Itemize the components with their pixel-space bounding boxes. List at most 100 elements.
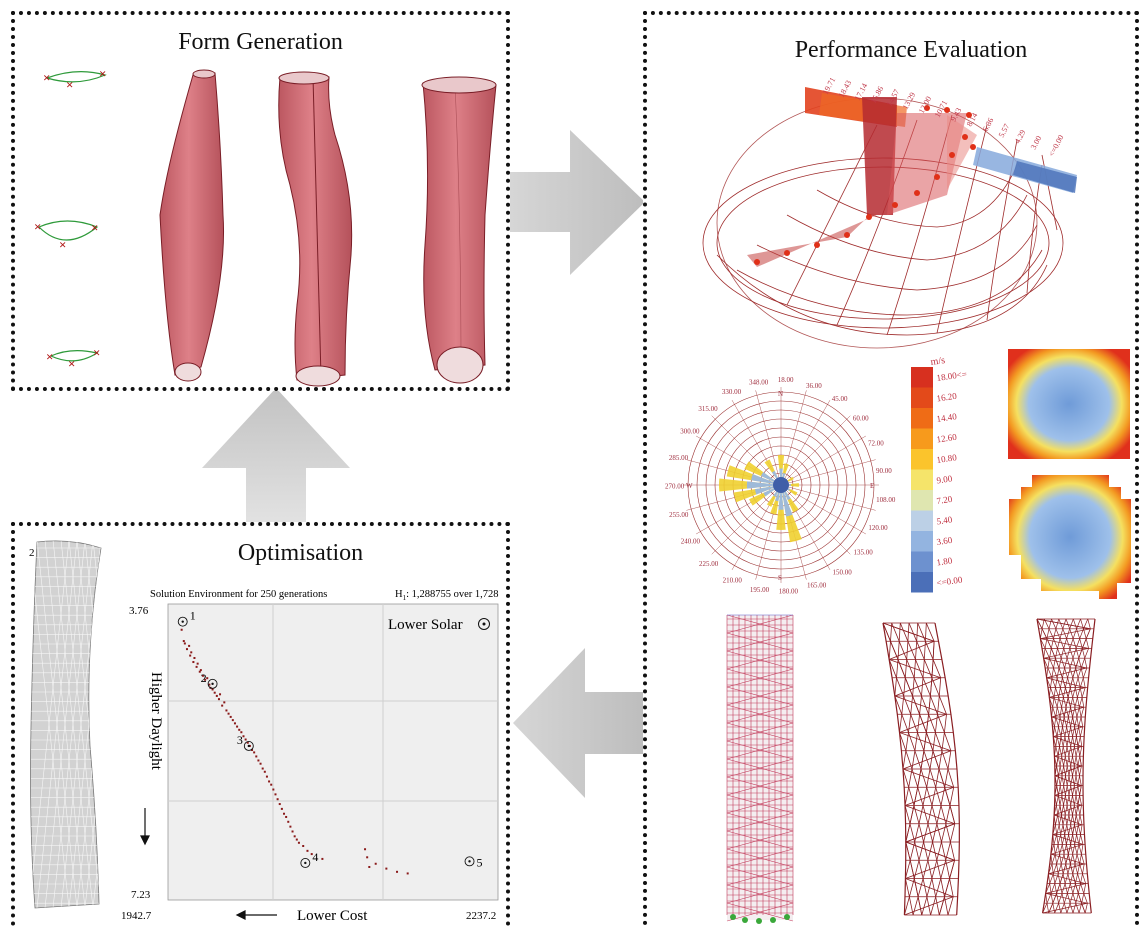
scatter-point xyxy=(221,704,224,707)
scatter-point xyxy=(244,738,247,741)
sun-label: 3.00 xyxy=(1029,134,1044,151)
legend-value: <=0.00 xyxy=(936,574,964,588)
scatter-point xyxy=(268,780,271,783)
scatter-point xyxy=(208,683,211,686)
wind-rose-angle: 255.00 xyxy=(669,511,689,519)
scatter-point xyxy=(238,728,241,731)
scatter-point xyxy=(217,698,220,701)
scatter-point xyxy=(306,849,309,852)
arrow-to-form-generation xyxy=(202,388,350,523)
wind-rose-cardinal: S xyxy=(778,574,782,582)
scatter-point xyxy=(183,642,186,645)
scatter-point xyxy=(246,741,249,744)
scatter-point xyxy=(225,709,228,712)
scatter-point xyxy=(265,775,268,778)
arrow-to-optimisation xyxy=(513,648,645,798)
arrow-to-performance xyxy=(510,130,645,275)
tower-index-label: 2 xyxy=(29,547,35,559)
scatter-point xyxy=(198,670,201,673)
scatter-point xyxy=(289,825,292,828)
form-generation-title: Form Generation xyxy=(178,29,343,55)
wind-rose-angle: 210.00 xyxy=(723,576,743,584)
scatter-point xyxy=(223,701,226,704)
wind-rose-cardinal: E xyxy=(870,482,874,490)
optimised-tower-render xyxy=(30,540,102,909)
legend-swatch xyxy=(911,510,933,531)
optimisation-title: Optimisation xyxy=(237,540,364,566)
scatter-point xyxy=(310,853,313,856)
wind-rose-angle: 270.00 xyxy=(665,482,685,490)
x-tick-left: 1942.7 xyxy=(121,910,152,922)
legend-value: 10.80 xyxy=(936,452,958,465)
tower-surface-3 xyxy=(421,76,497,384)
wind-rose-angle: 45.00 xyxy=(832,395,848,403)
scatter-point xyxy=(270,783,273,786)
scatter-point xyxy=(263,770,266,773)
scatter-points xyxy=(180,628,409,875)
heatmap-cross xyxy=(1009,475,1131,599)
wind-rose-angle: 150.00 xyxy=(833,568,853,576)
legend-swatch xyxy=(911,572,933,593)
sun-label: <=0.00 xyxy=(1047,133,1066,158)
scatter-point xyxy=(287,820,290,823)
legend-value: 5.40 xyxy=(936,514,953,526)
highlight-points: 1 2 3 4 5 xyxy=(177,609,483,869)
highlight-label: 2 xyxy=(201,671,207,685)
wind-rose-cardinal: W xyxy=(686,482,693,490)
legend-value: 12.60 xyxy=(936,432,958,445)
svg-text:×: × xyxy=(43,70,50,85)
scatter-point xyxy=(189,654,192,657)
legend-value: 9.00 xyxy=(936,473,953,485)
scatter-point xyxy=(283,812,286,815)
scatter-point xyxy=(406,872,409,875)
scatter-point xyxy=(276,798,279,801)
scatter-point xyxy=(251,748,254,751)
svg-text:×: × xyxy=(99,66,106,81)
scatter-point xyxy=(188,644,191,647)
scatter-point xyxy=(180,628,183,631)
wireframe-tower-2 xyxy=(1036,618,1096,914)
highlight-label: 3 xyxy=(237,733,243,747)
highlight-point-1: 1 xyxy=(177,609,196,627)
scatter-point xyxy=(297,841,300,844)
scatter-point xyxy=(233,722,236,725)
scatter-point xyxy=(192,661,195,664)
wind-rose-angle: 315.00 xyxy=(698,405,718,413)
legend-value: 1.80 xyxy=(936,555,953,567)
scatter-point xyxy=(219,693,222,696)
performance-evaluation-title: Performance Evaluation xyxy=(794,37,1028,63)
wind-rose-angle: 300.00 xyxy=(680,427,700,435)
highlight-point-4: 4 xyxy=(300,850,318,868)
wind-rose-angle: 165.00 xyxy=(807,582,827,590)
form-generation-illustration: × × × × × × × × × xyxy=(34,66,497,387)
wind-legend-unit: m/s xyxy=(930,355,946,368)
svg-text:×: × xyxy=(59,237,66,252)
legend-swatch xyxy=(911,531,933,552)
scatter-point xyxy=(199,669,202,672)
scatter-point xyxy=(253,751,256,754)
legend-swatch xyxy=(911,367,933,388)
scatter-point xyxy=(274,793,277,796)
scatter-point xyxy=(196,662,199,665)
legend-value: 14.40 xyxy=(936,411,958,424)
sun-label: 13.29 xyxy=(901,91,917,111)
scatter-point xyxy=(215,694,218,697)
scatter-point xyxy=(396,870,399,873)
y-tick-top: 3.76 xyxy=(129,605,149,617)
scatter-point xyxy=(211,688,214,691)
scatter-point xyxy=(213,691,216,694)
scatter-point xyxy=(182,640,185,643)
scatter-point xyxy=(206,677,209,680)
svg-text:×: × xyxy=(93,345,100,360)
scatter-point xyxy=(278,803,281,806)
legend-lower-solar: Lower Solar xyxy=(388,617,490,633)
legend-label: Lower Solar xyxy=(388,617,463,633)
optimisation-chart: 2 Solution Environment for 250 generatio… xyxy=(29,540,499,924)
wireframe-tower-1 xyxy=(882,622,960,916)
scatter-point xyxy=(321,857,324,860)
sun-label: 4.29 xyxy=(1013,128,1028,145)
optimisation-panel: Optimisation 2 Solution Environment for … xyxy=(11,522,510,926)
scatter-point xyxy=(385,867,388,870)
scatter-point xyxy=(193,656,196,659)
scatter-point xyxy=(242,735,245,738)
